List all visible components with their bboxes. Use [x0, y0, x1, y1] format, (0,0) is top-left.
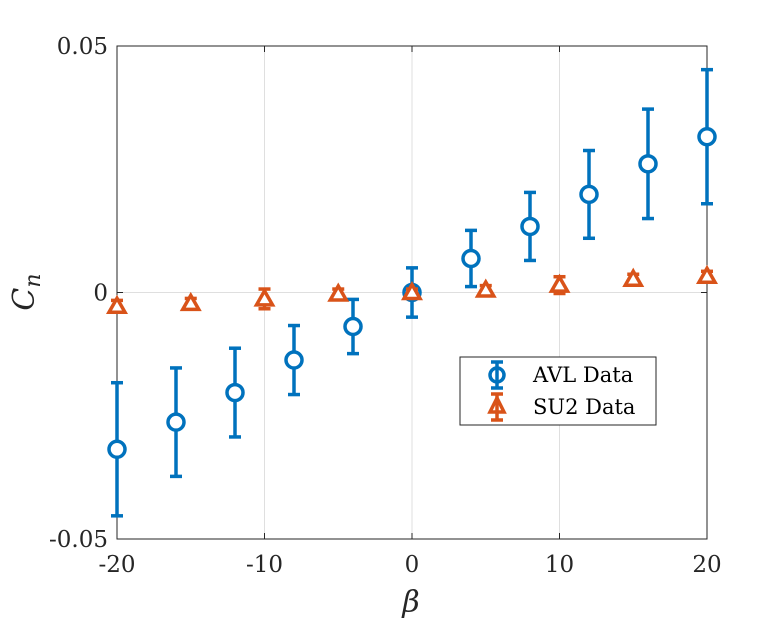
su2-data-marker [548, 273, 571, 293]
x-tick-label: 20 [692, 552, 721, 578]
su2-data-marker [179, 291, 202, 312]
legend-entry-su2: SU2 Data [487, 392, 635, 422]
avl-data-point [697, 67, 717, 206]
avl-data-point [225, 346, 245, 439]
y-tick-label: -0.05 [49, 527, 108, 553]
su2-data-point [327, 282, 350, 302]
avl-data-marker [697, 126, 717, 147]
su2-data-point [400, 280, 424, 301]
data-series [105, 67, 719, 518]
legend: AVL Data SU2 Data [459, 356, 657, 426]
avl-data-point [166, 366, 186, 479]
x-tick-label: -10 [246, 552, 283, 578]
su2-data-marker [695, 264, 719, 284]
avl-data-point [461, 228, 481, 289]
svg-text:Cn: Cn [7, 273, 46, 310]
avl-data-marker [520, 216, 540, 237]
avl-data-marker [638, 154, 658, 174]
avl-data-marker [284, 350, 304, 370]
avl-data-point [284, 323, 304, 397]
x-axis-label: β [401, 585, 419, 620]
su2-data-marker [622, 267, 645, 287]
avl-data-point [107, 380, 127, 518]
avl-data-marker [461, 248, 481, 269]
su2-data-marker [253, 287, 276, 307]
avl-data-point [638, 107, 658, 221]
legend-label-su2: SU2 Data [533, 395, 635, 419]
axes [116, 45, 708, 540]
su2-data-point [548, 273, 571, 296]
y-axis-label: Cn [7, 273, 46, 310]
y-tick-label: 0.05 [57, 34, 108, 60]
x-tick-label: 0 [405, 552, 420, 578]
legend-entry-avl: AVL Data [488, 360, 633, 390]
su2-data-point [105, 294, 129, 315]
avl-data-point [343, 297, 363, 356]
avl-data-marker [107, 439, 127, 460]
su2-data-point [622, 267, 645, 287]
y-axis-label-sub: n [21, 273, 46, 287]
avl-data-marker [166, 412, 186, 432]
su2-data-point [474, 278, 497, 298]
su2-data-marker [400, 280, 424, 301]
su2-data-marker [327, 282, 350, 302]
avl-data-marker [579, 184, 599, 205]
legend-label-avl: AVL Data [532, 363, 633, 387]
avl-data-point [579, 148, 599, 241]
su2-data-marker [474, 278, 497, 298]
avl-data-marker [225, 382, 245, 403]
su2-data-point [695, 264, 719, 284]
su2-data-marker [105, 294, 129, 315]
avl-data-point [520, 190, 540, 263]
su2-data-point [253, 287, 276, 311]
y-tick-label: 0 [93, 281, 108, 307]
avl-data-marker [343, 316, 363, 337]
tick-labels: -20 -10 0 10 20 -0.05 0 0.05 [49, 34, 722, 578]
legend-marker-avl [488, 360, 506, 390]
legend-marker-su2 [487, 392, 507, 422]
y-axis-label-main: C [7, 288, 42, 311]
x-tick-label: 10 [545, 552, 574, 578]
x-tick-label: -20 [98, 552, 135, 578]
su2-data-point [179, 291, 202, 312]
